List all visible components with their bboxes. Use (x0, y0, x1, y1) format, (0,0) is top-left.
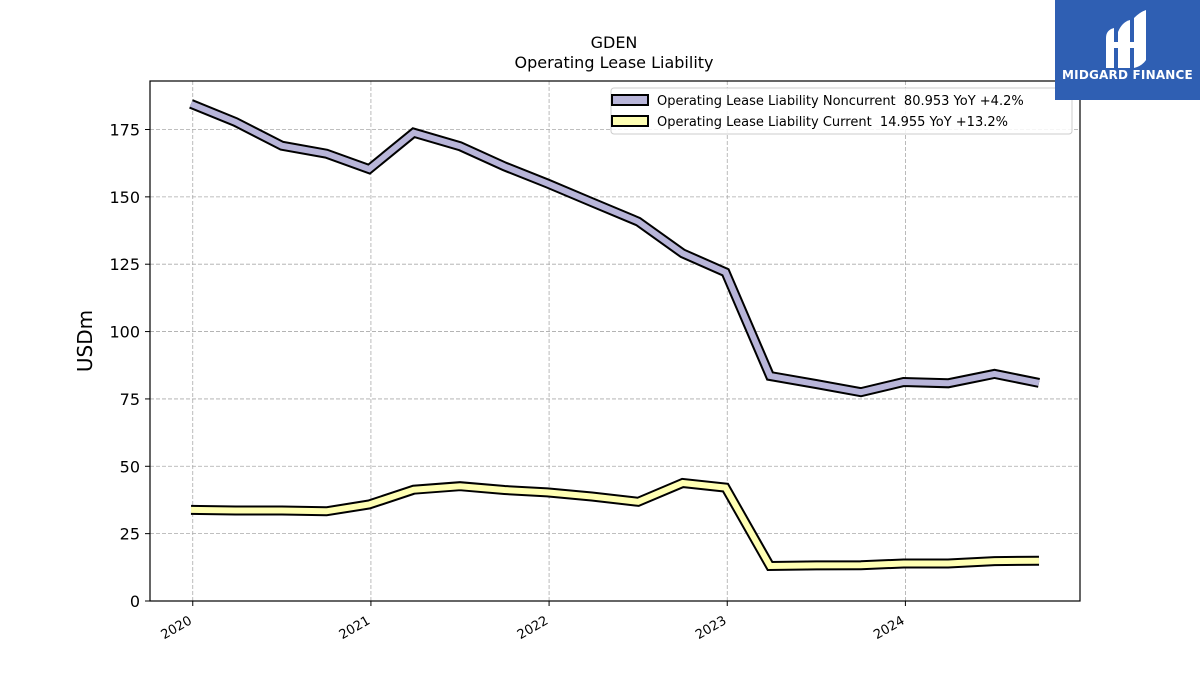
x-tick-label: 2023 (693, 613, 729, 643)
x-tick-label: 2020 (159, 613, 195, 643)
series-outline (190, 477, 1040, 572)
y-tick-label: 75 (120, 390, 140, 409)
legend-box (610, 87, 1073, 135)
y-tick-label: 25 (120, 525, 140, 544)
legend-label-noncurrent: Operating Lease Liability Noncurrent 80.… (657, 94, 1024, 109)
series-outline (189, 99, 1040, 398)
y-tick-label: 50 (120, 457, 140, 476)
y-tick-label: 150 (109, 188, 140, 207)
chart-subtitle: Operating Lease Liability (514, 53, 713, 72)
ticks: 0 25 50 75 100 125 150 175 2020 2021 2022 2023 2024 (109, 120, 907, 643)
legend-label-current: Operating Lease Liability Current 14.955… (657, 115, 1008, 130)
series-fill (190, 479, 1040, 570)
x-tick-label: 2022 (515, 613, 551, 643)
x-tick-label: 2024 (871, 613, 907, 643)
plot-frame (149, 80, 1081, 602)
series-line-1 (190, 477, 1040, 572)
legend[interactable]: Operating Lease Liability Noncurrent 80.… (610, 87, 1073, 135)
legend-swatch-current (611, 115, 649, 127)
x-tick-label: 2021 (337, 613, 373, 643)
y-tick-label: 100 (109, 323, 140, 342)
brand-mark-icon (1106, 10, 1146, 68)
chart-title: GDEN (591, 33, 638, 52)
grid (150, 81, 1080, 602)
series-layer (189, 99, 1040, 572)
legend-swatch-noncurrent (611, 94, 649, 106)
y-tick-label: 125 (109, 255, 140, 274)
y-tick-label: 0 (130, 592, 140, 611)
series-line-0 (189, 99, 1040, 398)
y-tick-label: 175 (109, 120, 140, 139)
brand-name: MIDGARD FINANCE (1062, 68, 1193, 82)
brand-logo: MIDGARD FINANCE (1055, 0, 1200, 100)
y-axis-label: USDm (73, 310, 97, 372)
series-fill (189, 101, 1040, 396)
